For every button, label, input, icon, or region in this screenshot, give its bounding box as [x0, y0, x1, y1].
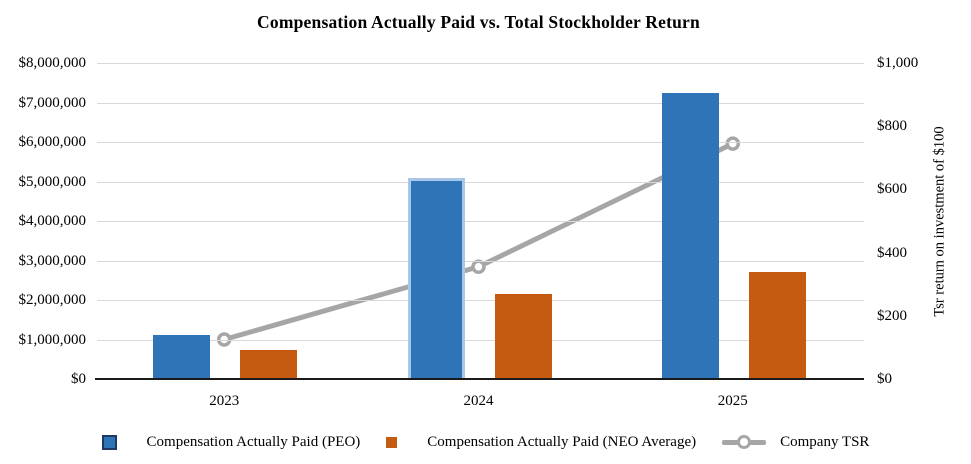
bar-neo-2024 — [494, 293, 552, 379]
gridline — [97, 63, 864, 64]
left-axis-tick-label: $1,000,000 — [18, 332, 87, 348]
left-axis-tick-label: $0 — [71, 371, 86, 387]
right-axis-tick-label: $0 — [877, 371, 892, 387]
right-axis-tick-label: $200 — [877, 308, 907, 324]
chart-title: Compensation Actually Paid vs. Total Sto… — [257, 12, 700, 32]
x-axis-line — [95, 378, 864, 380]
legend: Compensation Actually Paid (PEO) Compensa… — [0, 429, 971, 455]
gridline — [97, 340, 864, 341]
right-axis-tick-label: $1,000 — [877, 55, 919, 71]
legend-label: Compensation Actually Paid (NEO Average) — [427, 433, 697, 450]
legend-item-peo: Compensation Actually Paid (PEO) — [101, 433, 361, 451]
bar-neo-2023 — [240, 349, 298, 379]
legend-swatch-peo-icon — [101, 434, 117, 450]
gridline — [97, 300, 864, 301]
right-axis-title: Tsr return on investment of $100 — [931, 126, 948, 317]
right-axis-tick-label: $600 — [877, 181, 907, 197]
legend-label: Company TSR — [780, 433, 870, 450]
left-axis-tick-label: $3,000,000 — [18, 253, 87, 269]
right-axis-tick-label: $400 — [877, 245, 907, 261]
left-axis-tick-label: $7,000,000 — [18, 95, 87, 111]
bar-peo-2025 — [661, 93, 719, 379]
x-axis-label-2023: 2023 — [209, 393, 240, 409]
legend-tsr-line-icon — [722, 435, 767, 449]
gridline — [97, 182, 864, 183]
x-axis-label-2024: 2024 — [463, 393, 494, 409]
left-axis-tick-label: $5,000,000 — [18, 174, 87, 190]
legend-item-neo: Compensation Actually Paid (NEO Average) — [386, 434, 696, 451]
left-axis-tick-label: $2,000,000 — [18, 292, 87, 308]
legend-tsr-marker-icon — [737, 435, 752, 449]
right-axis-tick-label: $800 — [877, 118, 907, 134]
bar-peo-2024-highlighted — [407, 177, 465, 379]
bar-neo-2025 — [748, 271, 806, 379]
gridline — [97, 103, 864, 104]
tsr-line — [223, 141, 734, 342]
tsr-marker-2025 — [725, 136, 741, 151]
left-axis-tick-label: $6,000,000 — [18, 134, 87, 150]
legend-label: Compensation Actually Paid (PEO) — [146, 433, 361, 450]
left-axis-tick-label: $8,000,000 — [18, 55, 87, 71]
legend-swatch-neo-icon — [386, 436, 398, 448]
gridline — [97, 221, 864, 222]
x-axis-label-2025: 2025 — [717, 393, 748, 409]
bar-peo-2023 — [153, 334, 211, 379]
tsr-marker-2024 — [471, 259, 486, 275]
left-axis-tick-label: $4,000,000 — [18, 213, 87, 229]
gridline — [97, 261, 864, 262]
legend-item-tsr: Company TSR — [722, 434, 869, 451]
gridline — [97, 142, 864, 143]
